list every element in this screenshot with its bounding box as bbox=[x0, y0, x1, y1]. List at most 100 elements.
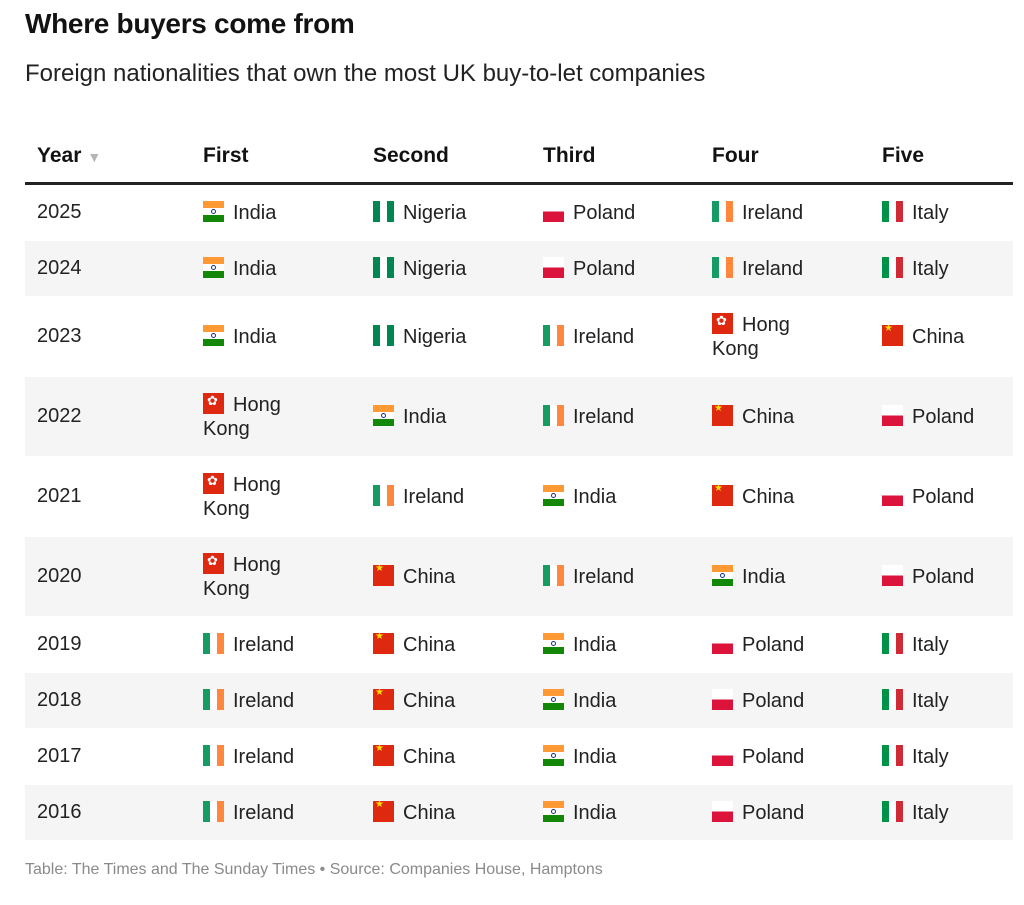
country-label: India bbox=[233, 257, 277, 280]
country-label: Poland bbox=[742, 689, 805, 712]
country-cell: China bbox=[361, 728, 531, 785]
country-label: India bbox=[573, 689, 617, 712]
flag-icon bbox=[203, 800, 224, 822]
column-header-five[interactable]: Five bbox=[870, 130, 1013, 185]
country-label: Ireland bbox=[742, 201, 804, 224]
table-row: 2016 Ireland China India Poland Italy bbox=[25, 784, 1013, 841]
country-label: China bbox=[403, 565, 456, 588]
country-label: Poland bbox=[742, 745, 805, 768]
flag-icon bbox=[543, 404, 564, 426]
country-label: Ireland bbox=[403, 485, 465, 508]
country-label: China bbox=[403, 689, 456, 712]
column-header-four[interactable]: Four bbox=[700, 130, 870, 185]
year-cell: 2024 bbox=[25, 240, 191, 297]
country-cell: China bbox=[700, 376, 870, 457]
country-label: Hong Kong bbox=[203, 553, 281, 600]
country-label: Poland bbox=[912, 405, 975, 428]
year-cell: 2022 bbox=[25, 376, 191, 457]
column-header-second[interactable]: Second bbox=[361, 130, 531, 185]
flag-icon bbox=[712, 484, 733, 506]
column-header-year[interactable]: Year ▼ bbox=[25, 130, 191, 185]
flag-icon bbox=[882, 632, 903, 654]
country-label: Poland bbox=[912, 565, 975, 588]
country-label: Nigeria bbox=[403, 201, 467, 224]
flag-icon bbox=[203, 688, 224, 710]
country-label: India bbox=[573, 633, 617, 656]
country-label: Ireland bbox=[573, 565, 635, 588]
country-label: Nigeria bbox=[403, 257, 467, 280]
country-label: Ireland bbox=[233, 689, 295, 712]
country-cell: India bbox=[531, 616, 700, 673]
year-cell: 2017 bbox=[25, 728, 191, 785]
table-row: 2025 India Nigeria Poland Ireland Italy bbox=[25, 183, 1013, 241]
country-cell: Ireland bbox=[531, 536, 700, 617]
country-label: Ireland bbox=[573, 325, 635, 348]
country-cell: Poland bbox=[700, 616, 870, 673]
flag-icon bbox=[373, 484, 394, 506]
country-label: Ireland bbox=[233, 745, 295, 768]
country-label: India bbox=[742, 565, 786, 588]
flag-icon bbox=[373, 744, 394, 766]
country-cell: Hong Kong bbox=[191, 536, 361, 617]
flag-icon bbox=[882, 404, 903, 426]
country-label: Ireland bbox=[742, 257, 804, 280]
country-label: Hong Kong bbox=[712, 313, 790, 360]
flag-icon bbox=[712, 688, 733, 710]
flag-icon bbox=[712, 200, 733, 222]
flag-icon bbox=[882, 688, 903, 710]
chart-subtitle: Foreign nationalities that own the most … bbox=[25, 60, 706, 87]
country-cell: Italy bbox=[870, 240, 1013, 297]
flag-icon bbox=[373, 800, 394, 822]
flag-icon bbox=[543, 256, 564, 278]
flag-icon bbox=[543, 632, 564, 654]
year-cell: 2019 bbox=[25, 616, 191, 673]
country-cell: Poland bbox=[870, 456, 1013, 537]
flag-icon bbox=[712, 404, 733, 426]
flag-icon bbox=[882, 324, 903, 346]
country-cell: Italy bbox=[870, 183, 1013, 241]
country-cell: India bbox=[191, 240, 361, 297]
country-cell: India bbox=[700, 536, 870, 617]
flag-icon bbox=[203, 256, 224, 278]
country-cell: Ireland bbox=[700, 183, 870, 241]
flag-icon bbox=[203, 200, 224, 222]
country-cell: Ireland bbox=[700, 240, 870, 297]
country-cell: China bbox=[361, 616, 531, 673]
source-note: Table: The Times and The Sunday Times • … bbox=[25, 861, 603, 878]
table-row: 2023 India Nigeria Ireland Hong Kong China bbox=[25, 296, 1013, 377]
country-cell: India bbox=[531, 728, 700, 785]
flag-icon bbox=[543, 200, 564, 222]
country-label: Poland bbox=[573, 201, 636, 224]
table-body: 2025 India Nigeria Poland Ireland Italy 2024 In… bbox=[25, 183, 1013, 841]
flag-icon bbox=[373, 200, 394, 222]
country-label: India bbox=[403, 405, 447, 428]
country-cell: India bbox=[531, 456, 700, 537]
flag-icon bbox=[373, 564, 394, 586]
country-label: Ireland bbox=[233, 633, 295, 656]
year-cell: 2023 bbox=[25, 296, 191, 377]
flag-icon bbox=[882, 200, 903, 222]
sort-arrow-icon[interactable]: ▼ bbox=[87, 149, 102, 165]
flag-icon bbox=[373, 256, 394, 278]
country-cell: China bbox=[361, 672, 531, 729]
column-header-third[interactable]: Third bbox=[531, 130, 700, 185]
country-label: China bbox=[403, 745, 456, 768]
country-cell: Hong Kong bbox=[191, 456, 361, 537]
country-cell: Italy bbox=[870, 728, 1013, 785]
country-label: India bbox=[233, 325, 277, 348]
country-cell: Ireland bbox=[191, 784, 361, 841]
year-cell: 2018 bbox=[25, 672, 191, 729]
column-header-first[interactable]: First bbox=[191, 130, 361, 185]
flag-icon bbox=[543, 688, 564, 710]
country-cell: Ireland bbox=[191, 616, 361, 673]
flag-icon bbox=[712, 564, 733, 586]
chart-title: Where buyers come from bbox=[25, 8, 355, 39]
flag-icon bbox=[373, 632, 394, 654]
country-label: Italy bbox=[912, 745, 949, 768]
country-cell: Nigeria bbox=[361, 296, 531, 377]
country-label: China bbox=[742, 405, 795, 428]
country-cell: India bbox=[531, 784, 700, 841]
flag-icon bbox=[543, 564, 564, 586]
flag-icon bbox=[712, 744, 733, 766]
table-row: 2020 Hong Kong China Ireland India Poland bbox=[25, 536, 1013, 617]
